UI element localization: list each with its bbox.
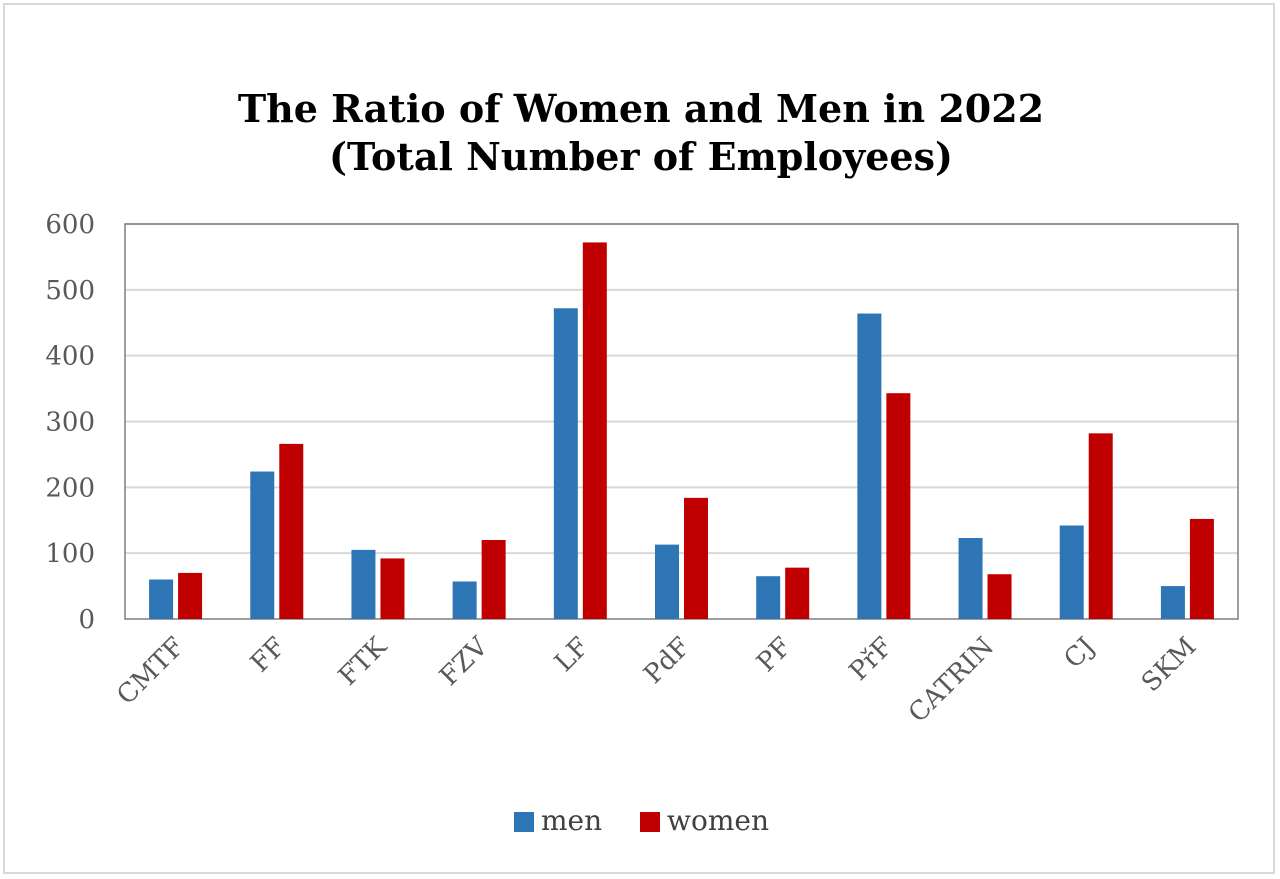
bar-men-catrin — [958, 538, 983, 619]
legend: men women — [514, 804, 769, 837]
bar-women-ff — [279, 443, 304, 619]
y-tick-label: 500 — [45, 276, 95, 306]
x-category-label: PřF — [844, 632, 899, 687]
bar-women-přf — [886, 393, 911, 619]
x-category-label: SKM — [1136, 632, 1202, 698]
bars — [149, 242, 1214, 619]
legend-swatch-men — [514, 812, 534, 832]
y-axis-ticks: 0 100 200 300 400 500 600 — [45, 210, 95, 635]
bar-men-cmtf — [149, 579, 174, 619]
x-category-label: LF — [549, 632, 595, 678]
bar-men-pf — [756, 576, 781, 619]
bar-women-lf — [582, 242, 607, 619]
bar-men-skm — [1160, 586, 1185, 619]
y-tick-label: 600 — [45, 210, 95, 240]
legend-label-women: women — [667, 804, 769, 837]
x-category-label: PdF — [638, 632, 696, 690]
x-axis-labels: CMTF FF FTK FZV LF PdF PF PřF CATRIN CJ SKM — [111, 631, 1202, 729]
bar-men-ftk — [351, 549, 376, 619]
bar-men-fzv — [452, 581, 477, 619]
plot-area-border — [124, 223, 1239, 620]
y-tick-label: 0 — [78, 605, 95, 635]
bar-men-pdf — [655, 544, 679, 619]
bar-men-lf — [553, 308, 578, 619]
legend-label-men: men — [541, 804, 602, 837]
chart-frame — [3, 3, 1275, 874]
y-tick-label: 200 — [45, 473, 95, 503]
x-category-label: FTK — [333, 631, 393, 691]
x-category-label: PF — [751, 632, 797, 678]
y-tick-label: 100 — [45, 539, 95, 569]
bar-women-pf — [785, 567, 810, 619]
bar-women-catrin — [987, 574, 1012, 619]
bar-women-skm — [1189, 518, 1214, 619]
x-category-label: CMTF — [111, 632, 190, 711]
bar-men-ff — [250, 471, 275, 619]
bar-women-cj — [1088, 433, 1113, 619]
chart-title-line-2: (Total Number of Employees) — [329, 134, 953, 179]
bar-women-cmtf — [178, 572, 203, 619]
bar-women-pdf — [684, 497, 708, 619]
y-tick-label: 300 — [45, 408, 95, 438]
bar-men-přf — [857, 313, 882, 619]
legend-swatch-women — [640, 812, 660, 832]
y-tick-label: 400 — [45, 342, 95, 372]
x-category-label: FF — [245, 632, 292, 679]
bar-men-cj — [1059, 525, 1084, 619]
chart-title-line-1: The Ratio of Women and Men in 2022 — [238, 86, 1044, 131]
bar-women-ftk — [380, 558, 405, 619]
x-category-label: FZV — [434, 631, 495, 692]
x-category-label: CATRIN — [903, 632, 1000, 729]
x-category-label: CJ — [1059, 632, 1102, 675]
bar-women-fzv — [481, 540, 506, 619]
